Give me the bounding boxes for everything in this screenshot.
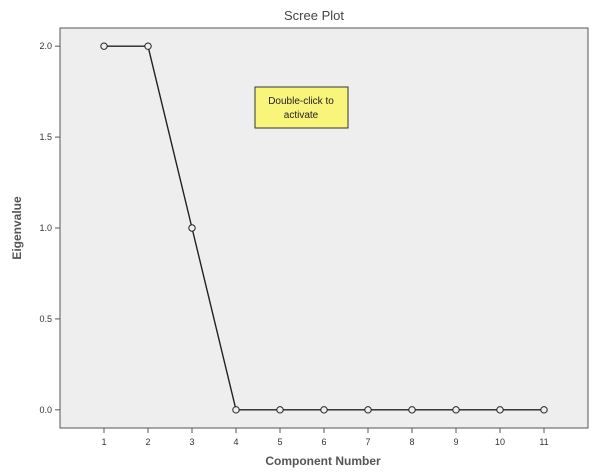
x-axis: 1 2 3 4 5 6 7 8 9 10 11 (101, 428, 549, 447)
x-tick-label: 11 (539, 437, 548, 447)
x-tick-label: 5 (277, 437, 282, 447)
activate-note-line2: activate (284, 110, 319, 121)
data-point (232, 406, 240, 414)
data-point (452, 406, 460, 414)
data-point (320, 406, 328, 414)
x-tick-label: 3 (189, 437, 194, 447)
data-points (100, 42, 548, 414)
activate-note-box[interactable] (254, 86, 349, 129)
x-tick-label: 1 (101, 437, 106, 447)
x-tick-label: 8 (409, 437, 414, 447)
y-axis: 0.0 0.5 1.0 1.5 2.0 (39, 41, 60, 415)
y-tick-label: 2.0 (39, 41, 52, 51)
x-tick-label: 4 (233, 437, 238, 447)
series-group (100, 42, 548, 414)
y-tick-label: 0.5 (39, 314, 52, 324)
x-tick-label: 10 (495, 437, 505, 447)
x-tick-label: 2 (145, 437, 150, 447)
chart-title: Scree Plot (284, 8, 344, 23)
data-point (188, 224, 196, 232)
y-tick-label: 0.0 (39, 405, 52, 415)
data-point (496, 406, 504, 414)
x-tick-label: 9 (453, 437, 458, 447)
data-point (540, 406, 548, 414)
data-point (364, 406, 372, 414)
activate-note[interactable]: Double-click to activate (254, 86, 349, 129)
activate-note-line1: Double-click to (268, 96, 334, 107)
x-tick-label: 6 (321, 437, 326, 447)
data-point (276, 406, 284, 414)
data-point (408, 406, 416, 414)
y-tick-label: 1.0 (39, 223, 52, 233)
data-point (144, 42, 152, 50)
y-tick-label: 1.5 (39, 132, 52, 142)
x-tick-label: 7 (365, 437, 370, 447)
x-axis-label: Component Number (265, 454, 381, 468)
y-axis-label: Eigenvalue (10, 196, 24, 260)
data-point (100, 42, 108, 50)
